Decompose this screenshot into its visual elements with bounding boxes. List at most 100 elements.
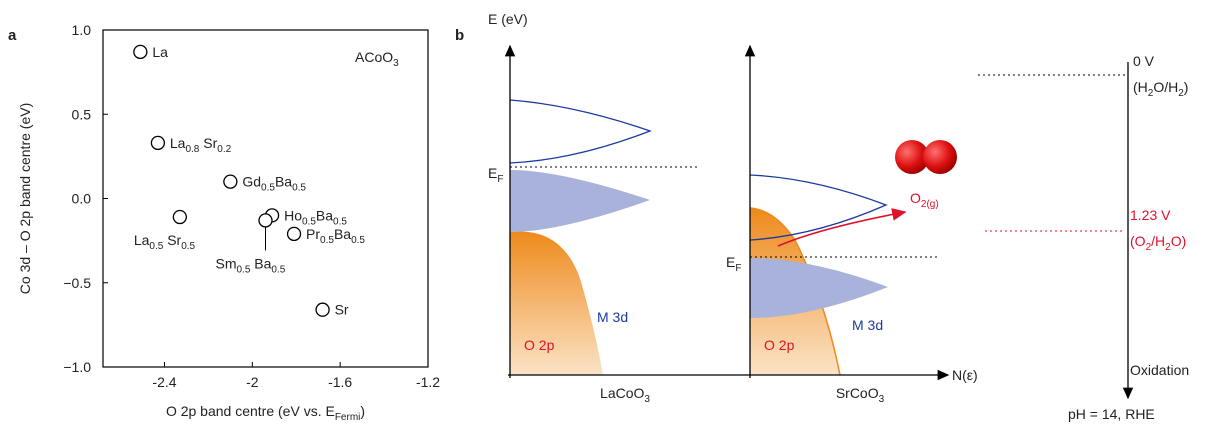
couple-label: (H2O/H2) [1133,79,1188,99]
text-part: O) [1171,233,1187,249]
subscript: 0.5 [292,183,306,194]
axis-label: E (eV) [488,11,528,27]
couple-label: (O2/H2O) [1130,233,1186,253]
y-tick-label: 0.5 [72,106,92,122]
point-label: Sm0.5 Ba0.5 [216,255,286,275]
point-label: La [152,44,168,60]
band-label: O 2p [764,337,795,353]
subscript: 3 [393,58,399,69]
point [316,303,329,316]
material-label: LaCoO3 [600,385,650,405]
subscript: F [735,263,741,274]
point [151,136,164,149]
text-part: SrCoO [836,385,879,401]
oxygen-atom [923,140,957,174]
text-part: ) [360,403,365,419]
band-label: O 2p [524,337,555,353]
panel-label: b [455,27,464,44]
scatter-panel: −1.0 −0.5 0.0 0.5 1.0 -2.4 -2 -1.6 -1.2 O 2p band… [17,22,440,423]
text-part: (H [1133,79,1148,95]
point [224,175,237,188]
point [259,214,272,227]
point [173,211,186,224]
x-tick-label: -2.4 [152,374,176,390]
y-tick-label: 0.0 [72,191,92,207]
m3d-filled [510,170,650,232]
subscript: 0.5 [181,241,195,252]
electron-arrow [778,212,905,246]
text-part: O 2p band centre (eV vs. E [166,403,335,419]
text-part: Sm [216,255,237,271]
panel-label: a [8,27,17,44]
text-part: (O [1130,233,1146,249]
point-label: Pr0.5Ba0.5 [306,226,365,246]
x-tick-label: -1.2 [416,374,440,390]
m3d-empty [510,100,650,163]
subscript: 0.5 [149,241,163,252]
material-label: SrCoO3 [836,385,885,405]
axis-label: N(ε) [952,367,978,383]
text-part: E [726,254,735,270]
y-axis-label: Co 3d – O 2p band centre (eV) [17,103,33,294]
text-part: Ba [250,255,271,271]
point-label: La0.5 Sr0.5 [134,232,196,252]
x-tick-label: -2 [246,374,259,390]
text-part: La [170,135,186,151]
x-tick-label: -1.6 [328,374,352,390]
band-label: M 3d [597,309,628,325]
potential-label: 1.23 V [1130,207,1171,223]
text-part: Ho [284,207,302,223]
figure: a b −1.0 −0.5 0.0 0.5 1.0 -2.4 -2 -1.6 -1.2 O 2p … [0,0,1208,425]
text-part: /H [1151,233,1165,249]
text-part: La [134,232,150,248]
scale-label: pH = 14, RHE [1068,406,1155,422]
y-tick-label: 1.0 [72,22,92,38]
band-label: M 3d [852,317,883,333]
text-part: LaCoO [600,385,644,401]
point [134,45,147,58]
text-part: E [488,165,497,181]
point-label: Ho0.5Ba0.5 [284,207,347,227]
text-part: O/H [1153,79,1178,95]
point-label: Sr [335,302,349,318]
subscript: 0.5 [351,235,365,246]
subscript: 0.5 [261,183,275,194]
text-part: Ba [275,174,292,190]
band-diagram: E (eV) N(ε) EF EF M 3d M 3d O 2p O 2p O2… [488,11,1189,422]
subscript: 2(g) [921,199,939,210]
text-part: La [152,44,168,60]
subscript: 0.5 [320,235,334,246]
text-part: Sr [335,302,349,318]
y-tick-label: −0.5 [63,275,91,291]
m3d-filled [750,258,888,318]
fermi-label: EF [726,254,741,274]
subscript: 0.2 [217,144,231,155]
fermi-label: EF [488,165,503,185]
text-part: Sr [199,135,217,151]
subscript: 3 [879,394,885,405]
point [288,227,301,240]
text-part: ) [1184,79,1189,95]
text-part: Ba [334,226,351,242]
point-label: La0.8 Sr0.2 [170,135,232,155]
text-part: ACoO [355,49,393,65]
text-part: Gd [242,174,261,190]
subscript: 3 [644,394,650,405]
potential-label: 0 V [1133,53,1155,69]
text-part: Pr [306,226,320,242]
plot-frame [103,30,428,367]
point-label: Gd0.5Ba0.5 [242,174,306,194]
o2p-band [510,231,603,375]
text-part: Sr [163,232,181,248]
gas-label: O2(g) [910,190,939,210]
y-tick-label: −1.0 [63,359,91,375]
text-part: Ba [316,207,333,223]
x-axis-label: O 2p band centre (eV vs. EFermi) [166,403,365,423]
chart-title: ACoO3 [355,49,399,69]
subscript: F [497,174,503,185]
subscript: 0.5 [271,264,285,275]
subscript: Fermi [335,412,361,423]
direction-label: Oxidation [1130,362,1189,378]
subscript: 0.5 [237,264,251,275]
text-part: O [910,190,921,206]
